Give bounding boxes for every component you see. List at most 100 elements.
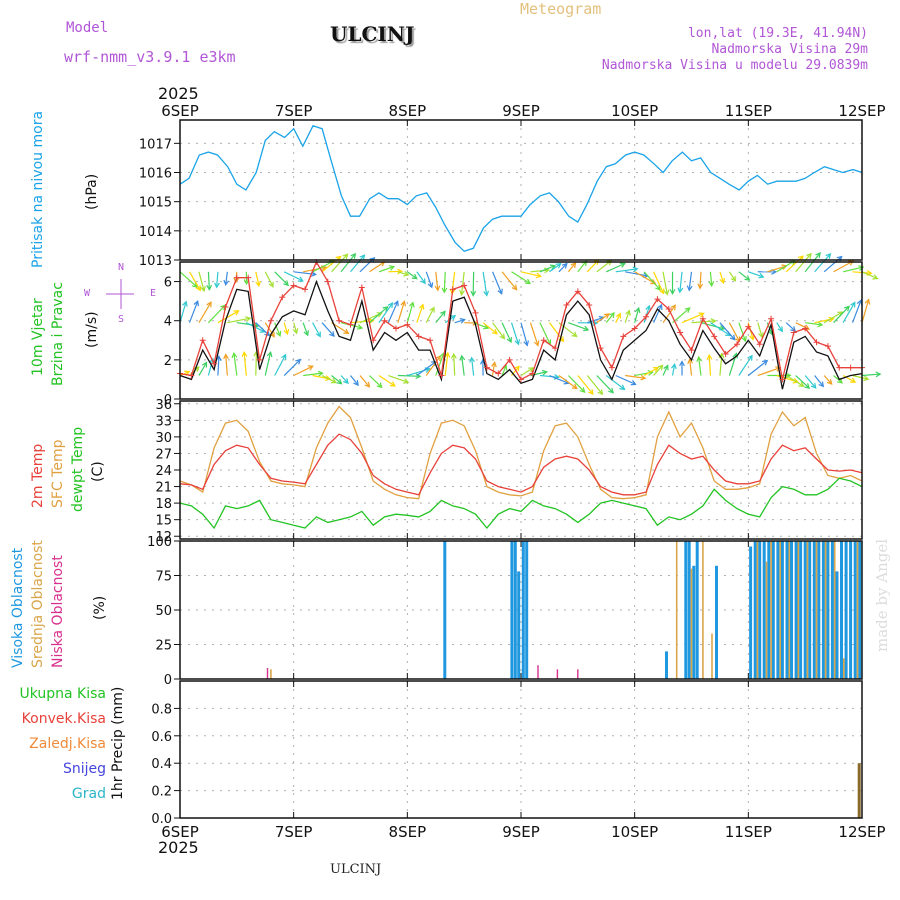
- wind-arrow: [577, 260, 587, 273]
- wind-arrow-head: [579, 387, 586, 394]
- wind-arrow-head: [609, 312, 615, 318]
- cloud-tick-label: 50: [155, 604, 172, 619]
- compass-s: S: [118, 314, 125, 325]
- wind-gust-marker: [802, 325, 809, 332]
- wind-arrow-head: [858, 265, 865, 271]
- cloud-bar: [808, 541, 812, 679]
- wind-gust-marker: [324, 278, 331, 285]
- wind-arrow: [388, 374, 409, 383]
- wind-arrow-head: [603, 313, 610, 319]
- t2m-line: [179, 433, 863, 496]
- wind-arrow-head: [231, 351, 238, 359]
- wind-arrow-head: [241, 350, 248, 358]
- cloud-bar: [665, 651, 668, 679]
- precip-legend-total: Ukupna Kisa: [19, 686, 106, 702]
- wind-arrow-head: [804, 383, 811, 389]
- wind-arrow: [264, 322, 275, 338]
- temp-tick-label: 24: [155, 464, 172, 479]
- wind-arrow: [558, 263, 568, 273]
- cloud-bar: [844, 541, 848, 679]
- day-label-bottom: 9SEP: [502, 823, 540, 841]
- precip-bar: [857, 763, 861, 818]
- cloud-bar: [753, 541, 757, 679]
- wind-arrow: [255, 271, 260, 287]
- wind-arrow: [302, 322, 309, 336]
- wind-arrow: [492, 322, 505, 339]
- wind-tick-label: 2: [164, 354, 172, 369]
- wind-arrow: [378, 302, 393, 324]
- wind-arrow-head: [387, 301, 394, 309]
- wind-arrow-head: [710, 318, 717, 325]
- wind-arrow-head: [393, 300, 399, 307]
- wind-arrow: [179, 301, 187, 323]
- wind-arrow: [274, 322, 281, 337]
- wind-arrow-head: [292, 328, 299, 335]
- wind-arrow: [416, 271, 426, 284]
- wind-arrow-head: [459, 289, 465, 297]
- wind-arrow-head: [523, 340, 529, 347]
- wind-arrow: [757, 322, 763, 338]
- sfc-temp-line: [179, 405, 863, 500]
- compass-icon: [106, 279, 134, 309]
- wind-arrow-head: [200, 285, 206, 293]
- temp-tick-label: 36: [155, 398, 172, 413]
- wind-gust-marker: [847, 364, 854, 371]
- wind-arrow: [378, 266, 395, 273]
- wind-arrow: [225, 354, 228, 376]
- wind-arrow-head: [632, 266, 639, 273]
- wind-gust-marker: [733, 341, 740, 348]
- wind-arrow: [482, 322, 498, 335]
- wind-arrow-head: [837, 377, 843, 384]
- wind-arrow-head: [255, 280, 261, 288]
- wind-arrow-head: [266, 350, 273, 358]
- wind-gust-marker: [654, 296, 661, 303]
- wind-arrow-head: [762, 359, 769, 366]
- wind-arrow-head: [528, 367, 535, 373]
- precip-tick-label: 0.4: [151, 757, 172, 772]
- dewpoint-line: [179, 477, 863, 530]
- wind-arrow: [425, 271, 433, 288]
- wind-arrow-head: [597, 389, 604, 396]
- meteogram-title: Meteogram: [520, 0, 602, 18]
- compass-w: W: [84, 288, 91, 299]
- pressure-tick-label: 1016: [139, 167, 172, 182]
- temp-tick-label: 21: [155, 481, 172, 496]
- wind-arrow: [283, 359, 301, 376]
- wind-arrow: [406, 271, 418, 280]
- wind-arrow: [767, 265, 787, 273]
- wind-arrow-head: [359, 254, 366, 261]
- wind-arrow: [207, 271, 210, 290]
- wind-arrow-head: [677, 287, 684, 294]
- wind-arrow: [615, 268, 638, 273]
- wind-gust-marker: [404, 321, 411, 328]
- wind-arrow-head: [283, 328, 290, 336]
- wind-arrow: [188, 301, 199, 323]
- cloud-bar: [765, 561, 768, 679]
- wind-arrow-head: [233, 277, 240, 284]
- wind-arrow-head: [655, 284, 661, 291]
- wind-arrow: [785, 255, 804, 273]
- wind-arrow: [303, 266, 327, 273]
- wind-arrow: [842, 302, 856, 323]
- wind-arrow: [492, 271, 503, 294]
- wind-arrow: [708, 355, 712, 376]
- wind-arrow-head: [376, 382, 383, 389]
- wind-arrow-head: [697, 283, 704, 290]
- wind-arrow-head: [730, 275, 737, 282]
- wind-arrow-head: [356, 324, 364, 330]
- wind-arrow: [283, 322, 289, 335]
- wind-arrow: [596, 313, 610, 324]
- wind-gust-marker: [643, 313, 650, 320]
- wind-gust-marker: [211, 360, 218, 367]
- wind-arrow-head: [506, 337, 512, 344]
- cloud-bar: [684, 541, 688, 679]
- wind-arrow: [795, 375, 810, 389]
- wind-arrow: [662, 271, 668, 295]
- wind-arrow: [719, 271, 725, 284]
- wind-arrow: [188, 271, 201, 291]
- cloud-bar: [790, 541, 793, 679]
- wind-arrow: [698, 357, 702, 376]
- wind-arrow-head: [408, 301, 415, 308]
- wind-arrow: [217, 356, 220, 376]
- cloud-bar: [762, 541, 766, 679]
